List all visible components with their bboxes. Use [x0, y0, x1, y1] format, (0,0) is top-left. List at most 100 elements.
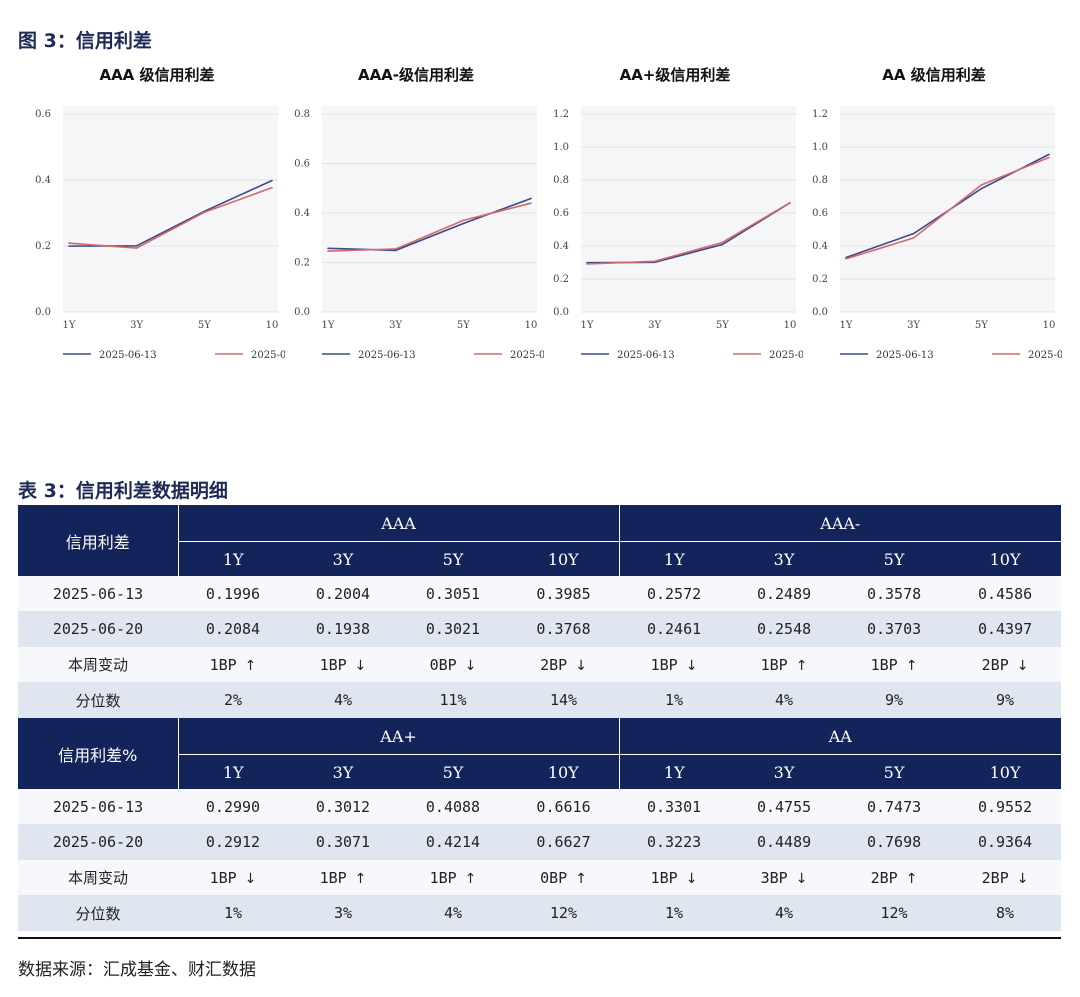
arrow-up-icon: ↑ [244, 657, 257, 674]
table-cell: 0.3012 [288, 789, 398, 824]
table-cell: 0.2084 [178, 611, 288, 647]
x-tick-label: 3Y [389, 320, 402, 331]
table-cell: 0.1996 [178, 576, 288, 611]
data-point [721, 241, 724, 244]
table-cell: 1BP ↑ [729, 647, 840, 682]
tenor-header: 5Y [398, 754, 508, 789]
cell-value: 0.3071 [315, 833, 371, 851]
data-source-note: 数据来源：汇成基金、财汇数据 [18, 960, 256, 980]
x-tick-label: 1Y [63, 320, 76, 331]
chart-svg: 0.0 0.2 0.4 0.6 0.8 1Y 3Y 5Y 10 2025-06-13 2025-06… [294, 106, 544, 361]
cell-value: 0.4586 [977, 584, 1033, 603]
tenor-header-row: 1Y 3Y 5Y 10Y 1Y 3Y 5Y 10Y [18, 754, 1062, 789]
chart-aa-plus: AA+级信用利差 0.0 0.2 0.4 0.6 0.8 1.0 1.2 1Y 3Y 5Y 10 20… [547, 58, 803, 364]
y-tick-label: 0.4 [812, 241, 828, 252]
table-cell: 0.3071 [288, 824, 398, 860]
cell-value: 14% [549, 691, 578, 709]
table-row: 2025-06-20 0.2912 0.3071 0.4214 0.6627 0.3223… [18, 824, 1062, 860]
data-point [68, 242, 70, 245]
table-cell: 2BP ↓ [508, 647, 620, 682]
y-tick-label: 0.8 [294, 109, 310, 120]
cell-value: 2BP [981, 655, 1009, 674]
table-cell: 0.7698 [839, 824, 950, 860]
arrow-down-icon: ↓ [1016, 657, 1029, 674]
data-point [327, 247, 329, 250]
plot-area [63, 106, 278, 312]
data-point [1048, 156, 1050, 159]
cell-value: 1BP [429, 868, 457, 887]
cell-value: 8% [996, 904, 1015, 922]
table-cell: 0.4397 [949, 611, 1062, 647]
legend-label: 2025-06-20 [510, 350, 544, 361]
table-cell: 14% [508, 682, 620, 718]
cell-value: 1BP [760, 655, 788, 674]
cell-value: 9% [996, 691, 1015, 709]
cell-value: 0.4397 [977, 620, 1033, 638]
table-bottom-rule [18, 937, 1061, 939]
y-tick-label: 0.0 [553, 307, 569, 318]
cell-value: 0.4489 [756, 833, 812, 851]
cell-value: 0.3223 [646, 833, 702, 851]
cell-value: 0.3768 [536, 620, 591, 638]
y-tick-label: 0.4 [553, 241, 569, 252]
tenor-header: 1Y [618, 541, 730, 576]
table-cell: 4% [288, 682, 398, 718]
data-point [530, 202, 532, 204]
table-row: 本周变动 1BP ↑ 1BP ↓ 0BP ↓ 2BP ↓ 1BP ↓ 1BP ↑ 1BP ↑ 2BP ↓ [18, 647, 1062, 682]
cell-value: 11% [439, 691, 467, 709]
table-row: 分位数 2% 4% 11% 14% 1% 4% 9% 9% [18, 682, 1062, 718]
legend-label: 2025-06-13 [358, 350, 416, 361]
cell-value: 0.3012 [315, 797, 371, 816]
table-cell: 1BP ↓ [619, 860, 730, 895]
table-cell: 0.3768 [508, 611, 620, 647]
cell-value: 0.7698 [866, 833, 922, 851]
tenor-header: 1Y [618, 754, 730, 789]
arrow-up-icon: ↑ [354, 870, 367, 887]
data-point [68, 245, 70, 247]
table-cell: 2BP ↑ [839, 860, 950, 895]
x-tick-label: 1Y [840, 320, 853, 331]
table-cell: 0.2489 [729, 576, 840, 611]
data-point [462, 222, 465, 225]
y-tick-label: 0.6 [35, 109, 51, 120]
row-label: 2025-06-13 [18, 576, 178, 611]
y-tick-label: 1.2 [812, 109, 828, 120]
cell-value: 0.7473 [866, 797, 922, 816]
tenor-header: 10Y [508, 754, 620, 789]
table-cell: 0.6627 [508, 824, 620, 860]
x-tick-label: 3Y [130, 320, 143, 331]
cell-value: 0.4088 [425, 797, 481, 816]
x-tick-label: 10 [525, 320, 538, 331]
plot-area [840, 106, 1055, 312]
table-cell: 0.9364 [949, 824, 1062, 860]
cell-value: 4% [333, 691, 353, 709]
tenor-header: 10Y [508, 541, 620, 576]
data-point [327, 250, 329, 252]
legend-label: 2025-06-13 [99, 350, 157, 361]
cell-value: 2BP [870, 868, 898, 887]
cell-value: 1BP [319, 868, 347, 887]
table-cell: 9% [949, 682, 1062, 718]
table-row: 分位数 1% 3% 4% 12% 1% 4% 12% 8% [18, 895, 1062, 931]
data-point [980, 184, 983, 186]
arrow-down-icon: ↓ [685, 657, 698, 674]
cell-value: 0.2990 [205, 797, 261, 816]
arrow-up-icon: ↑ [795, 657, 808, 674]
data-point [912, 237, 915, 239]
data-point [845, 258, 847, 260]
table-cell: 2BP ↓ [949, 647, 1062, 682]
cell-value: 12% [549, 904, 578, 922]
legend-label: 2025-06-13 [876, 350, 934, 361]
legend-label: 2025-06-20 [769, 350, 803, 361]
cell-value: 3BP [760, 868, 788, 887]
data-point [912, 232, 915, 235]
cell-value: 0.2004 [315, 584, 371, 603]
series-line-2 [68, 186, 273, 249]
cell-value: 1BP [319, 655, 347, 674]
arrow-down-icon: ↓ [795, 870, 808, 887]
y-tick-label: 0.6 [553, 208, 569, 219]
table-cell: 4% [729, 895, 840, 931]
table-cell: 2BP ↓ [949, 860, 1062, 895]
table-cell: 1BP ↓ [619, 647, 730, 682]
row-label: 2025-06-13 [18, 789, 178, 824]
